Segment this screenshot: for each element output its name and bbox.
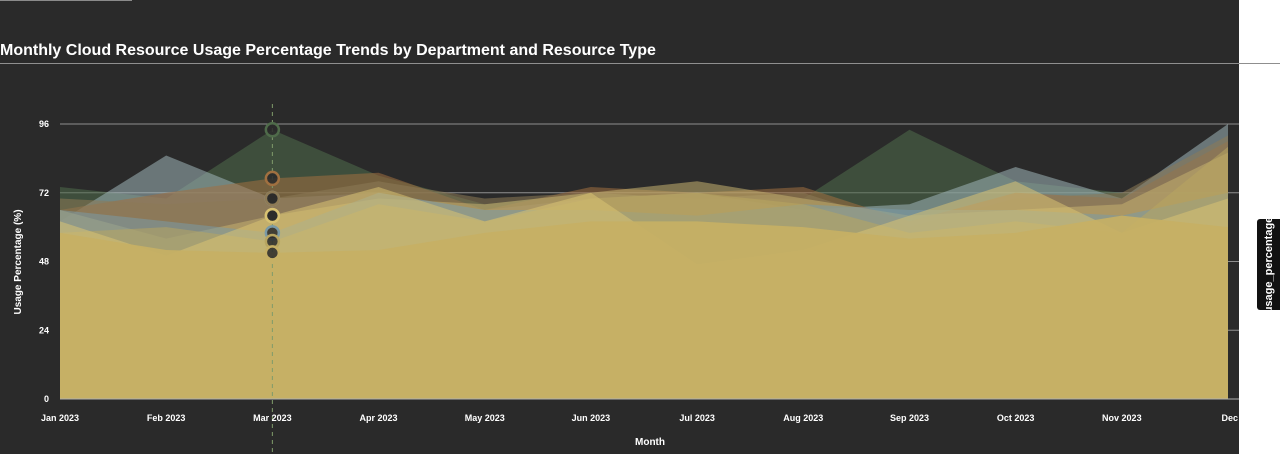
x-tick-label-2: Mar 2023 xyxy=(253,413,292,423)
y-tick-label-3: 72 xyxy=(39,188,49,198)
chart-svg[interactable]: 0 24 48 72 96 Jan 2023 Feb 2023 Mar 2023 Apr 202… xyxy=(0,0,1239,454)
legend-side-tab-label: usage_percentage xyxy=(1262,216,1275,313)
x-tick-label-11: Dec xyxy=(1221,413,1238,423)
hover-marker-0[interactable] xyxy=(264,121,281,138)
y-axis-title: Usage Percentage (%) xyxy=(13,209,24,314)
x-tick-label-6: Jul 2023 xyxy=(679,413,715,423)
y-tick-label-4: 96 xyxy=(39,119,49,129)
y-tick-label-0: 0 xyxy=(44,394,49,404)
chart-title: Monthly Cloud Resource Usage Percentage … xyxy=(0,42,656,59)
x-tick-label-0: Jan 2023 xyxy=(41,413,79,423)
hover-marker-8[interactable] xyxy=(264,245,281,261)
x-tick-label-7: Aug 2023 xyxy=(783,413,823,423)
y-tick-label-2: 48 xyxy=(39,257,49,267)
legend-side-tab[interactable]: usage_percentage xyxy=(1257,216,1280,313)
top-tab-indicator xyxy=(0,0,132,1)
x-tick-label-5: Jun 2023 xyxy=(572,413,611,423)
x-tick-label-1: Feb 2023 xyxy=(147,413,186,423)
area-series-8[interactable] xyxy=(60,215,1228,399)
x-axis-title: Month xyxy=(635,437,665,448)
hover-marker-3[interactable] xyxy=(264,190,281,207)
x-tick-label-9: Oct 2023 xyxy=(997,413,1035,423)
title-divider xyxy=(0,63,1280,64)
hover-marker-7[interactable] xyxy=(264,207,281,224)
hover-marker-2[interactable] xyxy=(264,170,281,187)
y-tick-label-1: 24 xyxy=(39,325,49,335)
x-tick-label-3: Apr 2023 xyxy=(360,413,398,423)
x-tick-label-10: Nov 2023 xyxy=(1102,413,1142,423)
x-tick-label-8: Sep 2023 xyxy=(890,413,929,423)
x-tick-label-4: May 2023 xyxy=(465,413,505,423)
